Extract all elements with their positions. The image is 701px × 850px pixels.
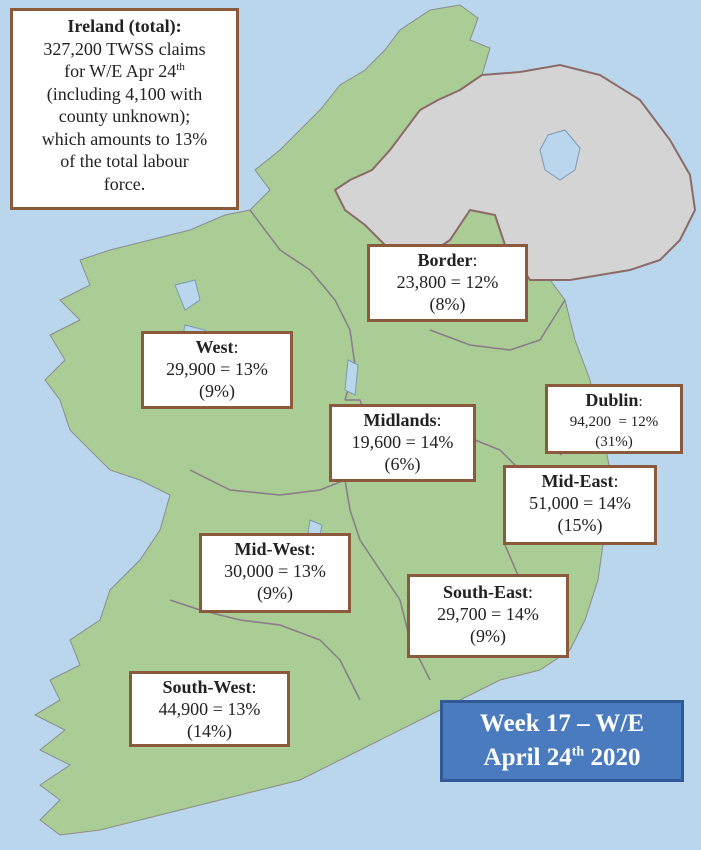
ireland-total-line4: county unknown); (58, 106, 191, 126)
region-name-mid-east: Mid-East (541, 471, 614, 491)
ireland-total-line5: which amounts to 13% (41, 128, 208, 149)
region-name-midlands: Midlands (363, 410, 437, 430)
region-value-midlands: 19,600 = 14% (351, 432, 454, 452)
lough-neagh (539, 129, 581, 181)
region-box-west: West: 29,900 = 13% (9%) (141, 331, 293, 409)
ireland-total-line2: for W/E Apr 24th (13, 60, 236, 83)
region-name-border-colon: : (472, 250, 478, 270)
week-line2: April 24th 2020 (443, 741, 681, 775)
week-label-box: Week 17 – W/E April 24th 2020 (440, 700, 684, 782)
region-name-border: Border (417, 250, 473, 270)
region-value-dublin: 94,200 = 12% (569, 414, 659, 430)
region-share-mid-east: (15%) (557, 515, 603, 535)
region-name-west: West (195, 337, 234, 357)
region-box-mid-east: Mid-East: 51,000 = 14% (15%) (503, 465, 657, 545)
region-name-dublin-colon: : (638, 394, 643, 410)
region-value-south-east: 29,700 = 14% (437, 604, 539, 624)
region-name-south-east-colon: : (528, 582, 534, 602)
northern-ireland-land (333, 63, 697, 281)
region-share-south-east: (9%) (470, 626, 506, 646)
region-name-south-west-colon: : (251, 677, 257, 697)
region-share-dublin: (31%) (595, 434, 633, 450)
region-box-south-east: South-East: 29,700 = 14% (9%) (407, 574, 569, 658)
region-name-mid-east-colon: : (613, 471, 619, 491)
region-box-south-west: South-West: 44,900 = 13% (14%) (129, 671, 290, 747)
ireland-total-line7: force. (103, 173, 146, 194)
region-share-mid-west: (9%) (257, 583, 293, 603)
region-value-south-west: 44,900 = 13% (158, 699, 261, 719)
ireland-total-line3: (including 4,100 with (46, 83, 203, 104)
week-line1: Week 17 – W/E (479, 710, 645, 737)
ireland-total-line1: 327,200 TWSS claims (43, 38, 206, 59)
region-name-midlands-colon: : (436, 410, 442, 430)
region-box-border: Border: 23,800 = 12% (8%) (367, 244, 528, 322)
region-box-dublin: Dublin: 94,200 = 12% (31%) (545, 384, 683, 454)
ireland-total-line2-text: for W/E Apr 24 (64, 61, 177, 81)
region-share-west: (9%) (199, 381, 235, 401)
region-name-mid-west-colon: : (310, 539, 316, 559)
region-box-midlands: Midlands: 19,600 = 14% (6%) (329, 404, 476, 482)
region-name-dublin: Dublin (585, 390, 639, 410)
ireland-total-box: Ireland (total): 327,200 TWSS claims for… (10, 8, 239, 210)
ireland-total-title: Ireland (total): (67, 16, 182, 36)
region-share-border: (8%) (429, 294, 466, 314)
region-name-west-colon: : (233, 337, 239, 357)
region-name-mid-west: Mid-West (234, 539, 311, 559)
region-box-mid-west: Mid-West: 30,000 = 13% (9%) (199, 533, 351, 613)
region-value-mid-west: 30,000 = 13% (224, 561, 326, 581)
week-line2-suffix: 2020 (584, 744, 641, 771)
week-line2-prefix: April 24 (483, 744, 572, 771)
region-name-south-west: South-West (162, 677, 252, 697)
ireland-total-line6: of the total labour (60, 151, 189, 171)
region-name-south-east: South-East (442, 582, 528, 602)
region-value-mid-east: 51,000 = 14% (529, 493, 631, 513)
region-share-midlands: (6%) (384, 454, 421, 474)
week-line2-sup: th (571, 744, 585, 760)
region-value-border: 23,800 = 12% (396, 272, 499, 292)
ireland-total-line2-sup: th (176, 61, 185, 73)
region-share-south-west: (14%) (187, 721, 232, 741)
region-value-west: 29,900 = 13% (166, 359, 268, 379)
